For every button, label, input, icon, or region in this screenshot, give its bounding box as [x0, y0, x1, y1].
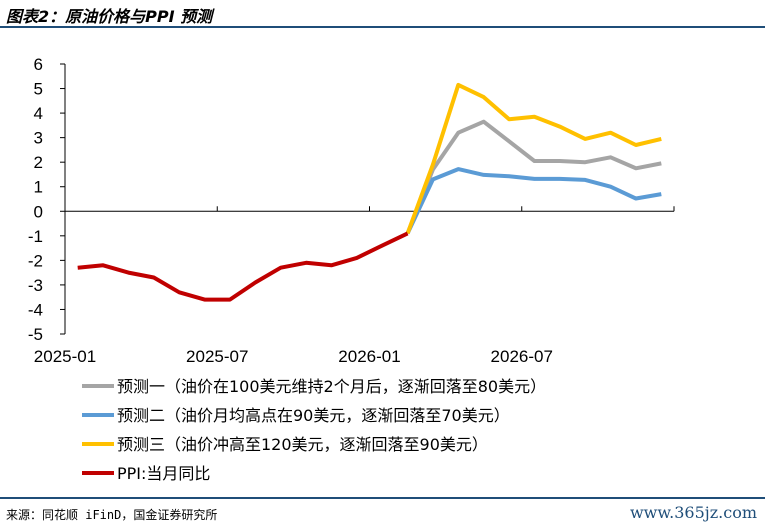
bottom-divider — [0, 497, 765, 499]
y-tick-label: -2 — [28, 251, 43, 270]
x-tick-label: 2026-07 — [491, 347, 553, 366]
figure-title: 图表2：原油价格与PPI 预测 — [6, 7, 213, 26]
series-line-2 — [405, 167, 662, 235]
y-tick-label: -1 — [28, 227, 43, 246]
y-tick-label: 4 — [34, 104, 43, 123]
legend-label-4: PPI:当月同比 — [117, 464, 210, 483]
x-tick-label: 2026-01 — [338, 347, 400, 366]
legend-label-3: 预测三（油价冲高至120美元，逐渐回落至90美元） — [117, 435, 488, 454]
watermark: www.365jz.com — [629, 503, 757, 522]
legend-label-1: 预测一（油价在100美元维持2个月后，逐渐回落至80美元） — [117, 377, 546, 396]
y-tick-label: 5 — [34, 80, 43, 99]
source-note: 来源：同花顺 iFinD，国金证券研究所 — [6, 508, 218, 522]
line-chart: -5 -4 -3 -2 -1 0 1 2 3 4 5 6 2025-01 2025-07 2026-01 20… — [28, 55, 675, 483]
y-tick-label: -5 — [28, 325, 43, 344]
y-tick-label: 6 — [34, 55, 43, 74]
y-tick-label: 1 — [34, 178, 43, 197]
y-tick-label: 0 — [34, 202, 43, 221]
top-divider — [0, 26, 765, 28]
y-tick-label: 2 — [34, 153, 43, 172]
legend-label-2: 预测二（油价月均高点在90美元，逐渐回落至70美元） — [117, 406, 510, 425]
x-tick-label: 2025-07 — [186, 347, 248, 366]
y-tick-label: -4 — [28, 300, 43, 319]
y-tick-label: 3 — [34, 129, 43, 148]
series-line-4 — [77, 231, 409, 302]
x-tick-label: 2025-01 — [34, 347, 96, 366]
y-tick-label: -3 — [28, 276, 43, 295]
